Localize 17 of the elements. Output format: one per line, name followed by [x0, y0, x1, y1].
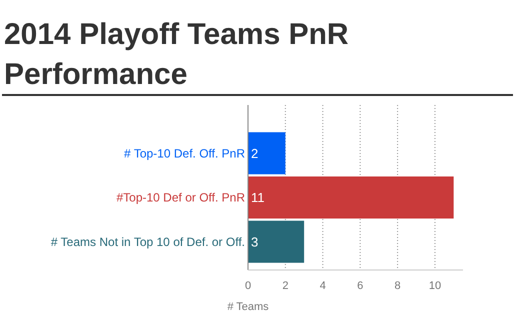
y-tick-label: # Teams Not in Top 10 of Def. or Off. — [50, 234, 245, 249]
y-tick-label: # Top-10 Def. Off. PnR — [124, 146, 246, 160]
bar — [248, 132, 286, 174]
x-tick-label: 2 — [282, 280, 288, 292]
x-tick-label: 4 — [320, 280, 326, 292]
x-tick-label: 6 — [357, 280, 364, 292]
data-label: 2 — [251, 146, 258, 161]
data-label: 3 — [251, 234, 258, 250]
x-tick-label: 0 — [244, 280, 252, 292]
chart-title: 2014 Playoff Teams PnR Performance — [4, 18, 349, 91]
x-tick-label: 10 — [428, 280, 442, 292]
x-tick-label: 8 — [394, 280, 401, 292]
y-tick-label: #Top-10 Def or Off. PnR — [116, 190, 246, 205]
x-axis-title: # Teams — [227, 301, 270, 313]
data-label: 11 — [251, 190, 264, 206]
bar — [248, 220, 304, 263]
bar — [248, 176, 454, 219]
